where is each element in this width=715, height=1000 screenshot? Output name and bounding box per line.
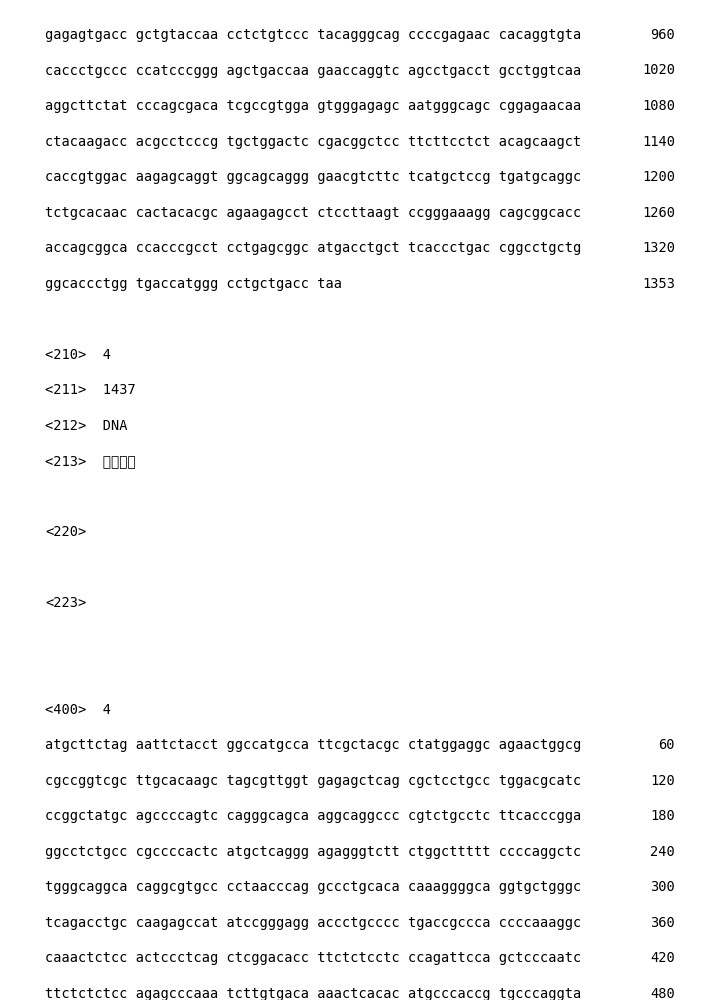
Text: caaactctcc actccctcag ctcggacacc ttctctcctc ccagattcca gctcccaatc: caaactctcc actccctcag ctcggacacc ttctctc… [45, 951, 581, 965]
Text: <211>  1437: <211> 1437 [45, 383, 136, 397]
Text: <400>  4: <400> 4 [45, 703, 111, 717]
Text: ggcaccctgg tgaccatggg cctgctgacc taa: ggcaccctgg tgaccatggg cctgctgacc taa [45, 277, 342, 291]
Text: tctgcacaac cactacacgc agaagagcct ctccttaagt ccgggaaagg cagcggcacc: tctgcacaac cactacacgc agaagagcct ctcctta… [45, 206, 581, 220]
Text: 120: 120 [650, 774, 675, 788]
Text: caccgtggac aagagcaggt ggcagcaggg gaacgtcttc tcatgctccg tgatgcaggc: caccgtggac aagagcaggt ggcagcaggg gaacgtc… [45, 170, 581, 184]
Text: <212>  DNA: <212> DNA [45, 419, 127, 433]
Text: 1200: 1200 [642, 170, 675, 184]
Text: ctacaagacc acgcctcccg tgctggactc cgacggctcc ttcttcctct acagcaagct: ctacaagacc acgcctcccg tgctggactc cgacggc… [45, 135, 581, 149]
Text: 420: 420 [650, 951, 675, 965]
Text: 1353: 1353 [642, 277, 675, 291]
Text: 360: 360 [650, 916, 675, 930]
Text: tcagacctgc caagagccat atccgggagg accctgcccc tgaccgccca ccccaaaggc: tcagacctgc caagagccat atccgggagg accctgc… [45, 916, 581, 930]
Text: gagagtgacc gctgtaccaa cctctgtccc tacagggcag ccccgagaac cacaggtgta: gagagtgacc gctgtaccaa cctctgtccc tacaggg… [45, 28, 581, 42]
Text: 300: 300 [650, 880, 675, 894]
Text: ccggctatgc agccccagtc cagggcagca aggcaggccc cgtctgcctc ttcacccgga: ccggctatgc agccccagtc cagggcagca aggcagg… [45, 809, 581, 823]
Text: ggcctctgcc cgccccactc atgctcaggg agagggtctt ctggcttttt ccccaggctc: ggcctctgcc cgccccactc atgctcaggg agagggt… [45, 845, 581, 859]
Text: <210>  4: <210> 4 [45, 348, 111, 362]
Text: 1140: 1140 [642, 135, 675, 149]
Text: tgggcaggca caggcgtgcc cctaacccag gccctgcaca caaaggggca ggtgctgggc: tgggcaggca caggcgtgcc cctaacccag gccctgc… [45, 880, 581, 894]
Text: 240: 240 [650, 845, 675, 859]
Text: 480: 480 [650, 987, 675, 1000]
Text: cgccggtcgc ttgcacaagc tagcgttggt gagagctcag cgctcctgcc tggacgcatc: cgccggtcgc ttgcacaagc tagcgttggt gagagct… [45, 774, 581, 788]
Text: <213>  人工序列: <213> 人工序列 [45, 454, 136, 468]
Text: 180: 180 [650, 809, 675, 823]
Text: <223>: <223> [45, 596, 87, 610]
Text: accagcggca ccacccgcct cctgagcggc atgacctgct tcaccctgac cggcctgctg: accagcggca ccacccgcct cctgagcggc atgacct… [45, 241, 581, 255]
Text: 1320: 1320 [642, 241, 675, 255]
Text: 60: 60 [659, 738, 675, 752]
Text: ttctctctcc agagcccaaa tcttgtgaca aaactcacac atgcccaccg tgcccaggta: ttctctctcc agagcccaaa tcttgtgaca aaactca… [45, 987, 581, 1000]
Text: 1020: 1020 [642, 64, 675, 78]
Text: 960: 960 [650, 28, 675, 42]
Text: aggcttctat cccagcgaca tcgccgtgga gtgggagagc aatgggcagc cggagaacaa: aggcttctat cccagcgaca tcgccgtgga gtgggag… [45, 99, 581, 113]
Text: <220>: <220> [45, 525, 87, 539]
Text: 1080: 1080 [642, 99, 675, 113]
Text: 1260: 1260 [642, 206, 675, 220]
Text: caccctgccc ccatcccggg agctgaccaa gaaccaggtc agcctgacct gcctggtcaa: caccctgccc ccatcccggg agctgaccaa gaaccag… [45, 64, 581, 78]
Text: atgcttctag aattctacct ggccatgcca ttcgctacgc ctatggaggc agaactggcg: atgcttctag aattctacct ggccatgcca ttcgcta… [45, 738, 581, 752]
